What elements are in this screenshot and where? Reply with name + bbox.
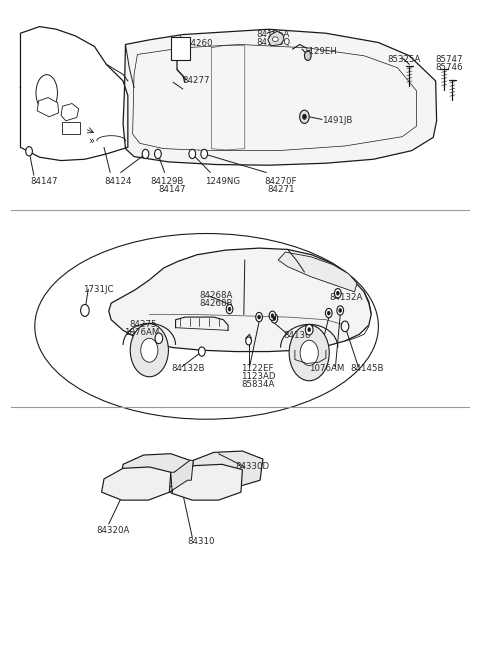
Circle shape [289,325,329,381]
Text: 84268B: 84268B [199,299,233,308]
Circle shape [300,110,309,123]
Polygon shape [278,252,357,292]
Ellipse shape [273,37,278,41]
Text: 84132A: 84132A [330,293,363,302]
Bar [61,122,80,134]
Circle shape [304,51,311,61]
Circle shape [246,337,252,345]
Text: 84124: 84124 [104,177,132,186]
Polygon shape [109,248,371,352]
Circle shape [226,304,233,314]
Text: 85325A: 85325A [387,55,420,63]
Text: 84129B: 84129B [150,177,184,186]
Text: 84147: 84147 [30,177,58,186]
Circle shape [142,149,149,159]
Text: 1129EH: 1129EH [303,47,337,56]
Text: 84271: 84271 [267,185,295,194]
Circle shape [141,338,158,362]
Text: 84270F: 84270F [265,177,297,186]
Circle shape [258,315,261,319]
Text: 84268A: 84268A [199,291,233,300]
Circle shape [228,307,231,311]
Text: 85834A: 85834A [241,380,275,388]
Circle shape [189,149,196,159]
Circle shape [308,328,311,332]
Circle shape [325,308,332,318]
Polygon shape [192,451,263,487]
Circle shape [256,312,263,322]
Text: 84277: 84277 [183,77,210,85]
Circle shape [155,333,163,344]
Text: 84330D: 84330D [235,462,269,472]
Text: 84196A: 84196A [257,30,290,39]
Text: 84132B: 84132B [171,364,205,373]
Text: 1122EF: 1122EF [241,364,274,373]
Polygon shape [37,97,59,117]
Text: 84147: 84147 [159,185,186,194]
Text: 85747: 85747 [436,55,463,63]
Circle shape [335,288,341,298]
Circle shape [26,147,33,156]
Text: 84198Q: 84198Q [257,38,291,47]
Text: 1076AM: 1076AM [124,328,160,337]
Circle shape [271,314,278,323]
Text: 84145B: 84145B [351,364,384,373]
Text: 84310: 84310 [188,537,215,545]
Circle shape [201,149,207,159]
Polygon shape [102,467,171,500]
Polygon shape [169,460,193,494]
Text: »: » [88,136,94,146]
Circle shape [302,114,306,119]
Text: 84260: 84260 [185,39,213,49]
Text: 1731JC: 1731JC [83,285,113,294]
Bar [171,37,190,60]
Polygon shape [172,464,242,500]
Polygon shape [61,103,79,121]
Circle shape [327,311,330,315]
Circle shape [273,316,276,320]
Text: 84275: 84275 [129,320,157,329]
Circle shape [155,149,161,159]
Circle shape [300,340,318,366]
Text: 1123AD: 1123AD [241,372,276,380]
Polygon shape [268,31,284,46]
Circle shape [337,306,344,315]
Text: 85746: 85746 [436,63,463,71]
Text: 1491JB: 1491JB [322,117,352,125]
Circle shape [339,308,342,312]
Circle shape [336,291,339,295]
Polygon shape [123,29,437,165]
Ellipse shape [36,75,58,111]
Circle shape [130,324,168,377]
Text: 1076AM: 1076AM [309,364,345,373]
Circle shape [199,347,205,356]
Circle shape [341,321,349,332]
Circle shape [271,314,274,318]
Circle shape [305,324,313,335]
Circle shape [81,304,89,316]
Circle shape [269,311,276,320]
Polygon shape [120,454,190,488]
Text: 1249NG: 1249NG [205,177,240,186]
Text: 84320A: 84320A [96,526,129,535]
Text: 84136: 84136 [283,331,311,340]
